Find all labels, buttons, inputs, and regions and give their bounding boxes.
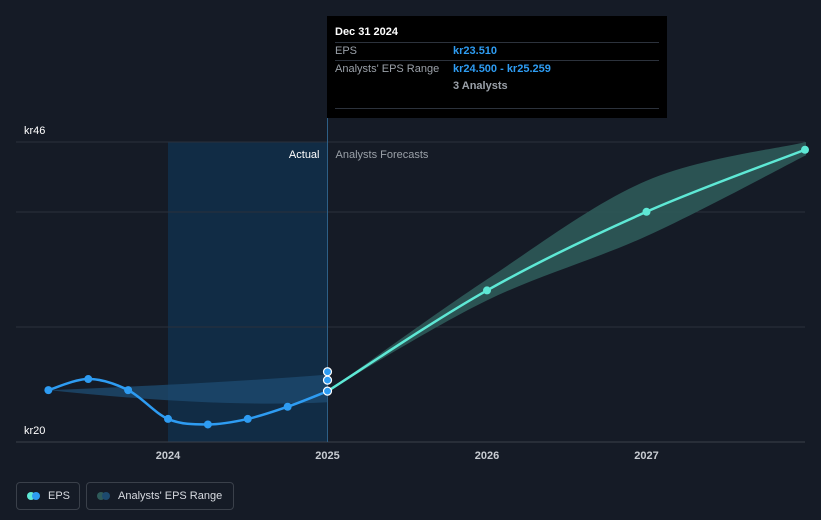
eps-actual-point[interactable] [44, 386, 53, 395]
eps-actual-point[interactable] [243, 414, 252, 423]
tooltip-highlight-point [322, 367, 333, 377]
tooltip-analysts-value: 3 Analysts [453, 80, 508, 92]
tooltip-eps-label: EPS [335, 45, 358, 57]
tooltip: Dec 31 2024 EPS kr23.510 Analysts' EPS R… [327, 16, 667, 118]
x-tick-label: 2024 [156, 450, 181, 462]
eps-actual-point[interactable] [124, 386, 133, 395]
eps-actual-point[interactable] [283, 402, 292, 411]
x-axis-ticks: 2024 2025 2026 2027 [156, 450, 659, 462]
y-tick-label: kr46 [24, 125, 45, 137]
actual-region-label: Actual [289, 149, 320, 161]
tooltip-analysts-label [335, 78, 453, 95]
tooltip-range-value: kr24.500 - kr25.259 [453, 63, 551, 75]
tooltip-eps-value: kr23.510 [453, 45, 498, 57]
legend-eps[interactable]: EPS [16, 482, 80, 510]
x-tick-label: 2026 [475, 450, 499, 462]
eps-legend-icon [27, 492, 40, 500]
eps-forecast-point[interactable] [801, 145, 809, 154]
tooltip-date: Dec 31 2024 [335, 26, 398, 38]
legend-eps-label: EPS [48, 490, 71, 502]
gridlines [16, 141, 805, 443]
x-tick-label: 2025 [315, 450, 339, 462]
actual-range-band [48, 374, 328, 404]
eps-actual-point[interactable] [164, 414, 172, 423]
tooltip-highlight-point [322, 386, 333, 396]
tooltip-range-label: Analysts' EPS Range [335, 63, 440, 75]
eps-forecast-point[interactable] [642, 207, 651, 216]
y-tick-label: kr20 [24, 425, 45, 437]
tooltip-row-range: Analysts' EPS Range kr24.500 - kr25.259 [335, 60, 659, 78]
range-legend-icon [97, 492, 110, 500]
legend-range-label: Analysts' EPS Range [118, 490, 223, 502]
eps-points [44, 145, 809, 429]
eps-actual-point[interactable] [203, 420, 212, 429]
tooltip-row-eps: EPS kr23.510 [335, 42, 659, 60]
forecast-region-label: Analysts Forecasts [336, 149, 429, 161]
eps-forecast-point[interactable] [483, 286, 491, 295]
tooltip-highlight-point [322, 375, 333, 385]
eps-actual-point[interactable] [84, 375, 93, 384]
forecast-range-band [327, 142, 806, 392]
tooltip-divider [335, 108, 659, 109]
x-tick-label: 2027 [634, 450, 658, 462]
tooltip-row-analysts: 3 Analysts [335, 78, 659, 95]
y-axis-ticks: kr46 kr20 [24, 125, 45, 437]
legend-range[interactable]: Analysts' EPS Range [86, 482, 234, 510]
eps-forecast-line [326, 148, 806, 393]
